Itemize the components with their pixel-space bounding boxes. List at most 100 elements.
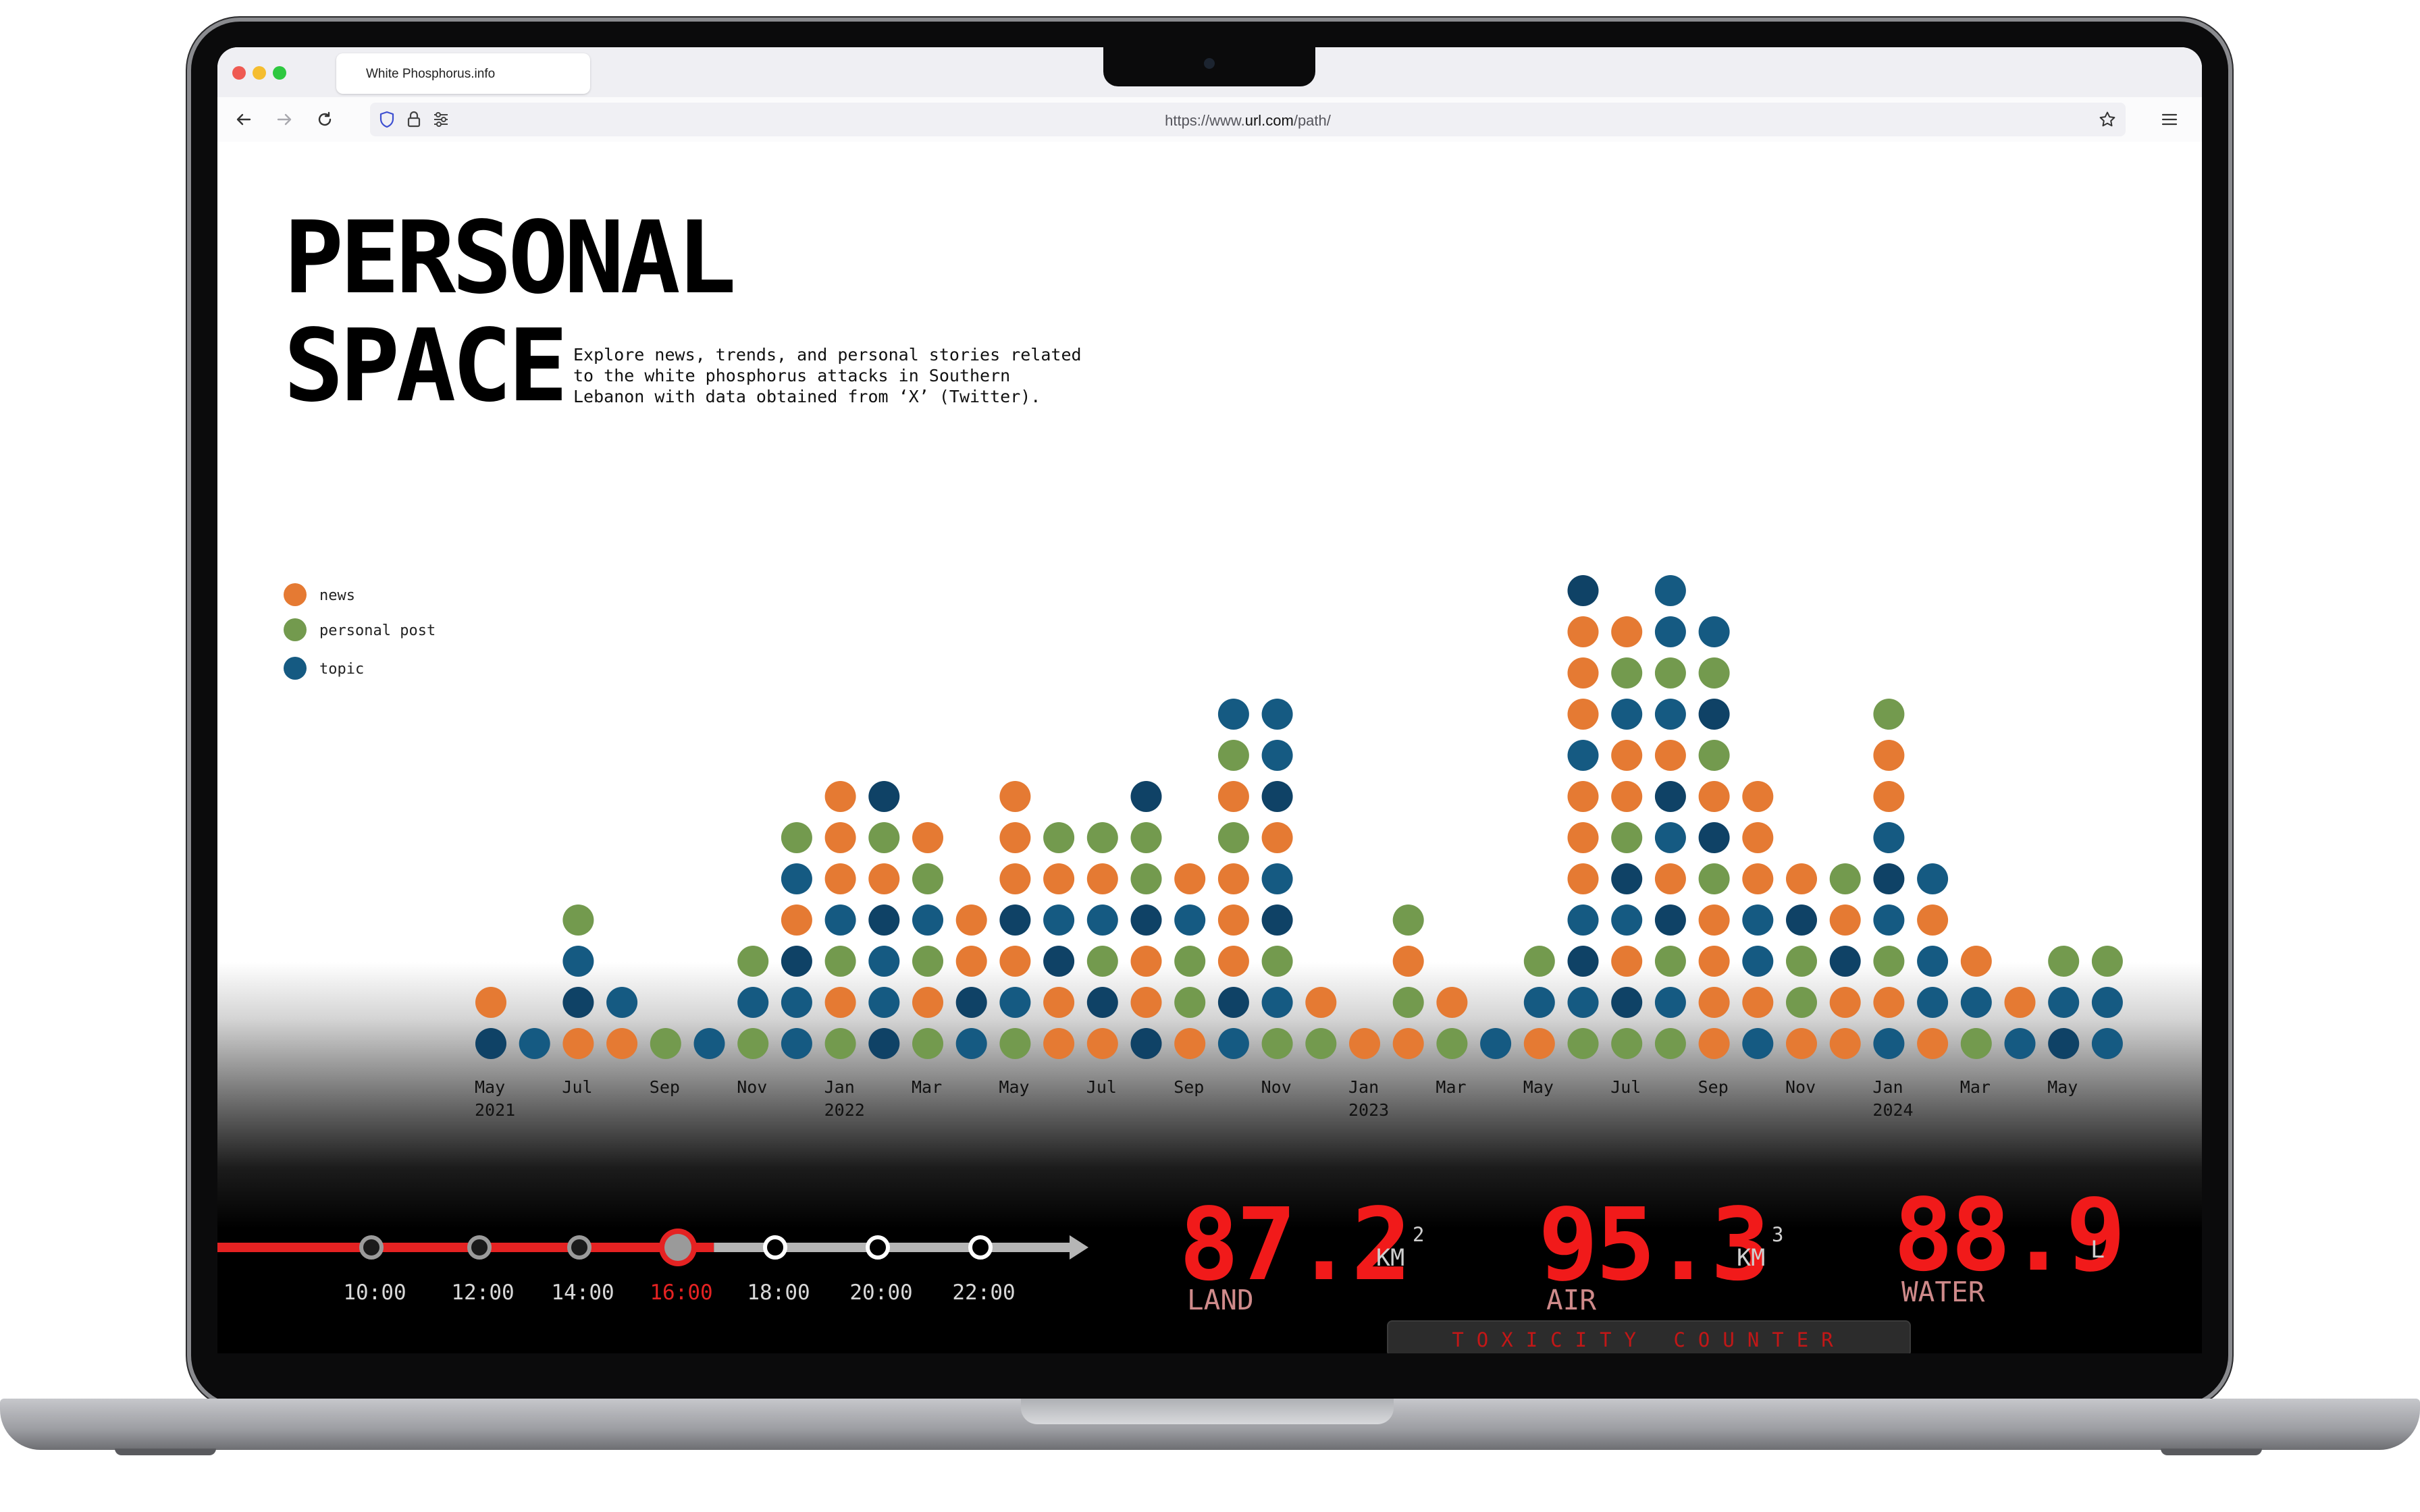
dot-topic[interactable] (1611, 699, 1643, 730)
dot-topic[interactable] (1654, 822, 1686, 853)
dot-topic[interactable] (1043, 946, 1075, 977)
dot-topic[interactable] (1130, 905, 1162, 936)
dot-news[interactable] (1829, 1028, 1861, 1059)
dot-news[interactable] (1742, 987, 1774, 1018)
dot-news[interactable] (1130, 946, 1162, 977)
browser-tab[interactable]: White Phosphorus.info (336, 53, 590, 94)
minimize-window-button[interactable] (253, 66, 266, 80)
dot-topic[interactable] (1654, 905, 1686, 936)
dot-news[interactable] (955, 946, 987, 977)
dot-personal-post[interactable] (1174, 987, 1206, 1018)
dot-news[interactable] (606, 1028, 638, 1059)
dot-news[interactable] (1654, 740, 1686, 771)
dot-news[interactable] (1567, 657, 1599, 688)
dot-news[interactable] (1436, 987, 1468, 1018)
dot-personal-post[interactable] (1960, 1028, 1992, 1059)
bookmark-star-icon[interactable] (2099, 111, 2116, 128)
dot-news[interactable] (1261, 822, 1293, 853)
dot-topic[interactable] (781, 863, 812, 894)
dot-news[interactable] (1611, 946, 1643, 977)
dot-topic[interactable] (868, 1028, 900, 1059)
dot-topic[interactable] (781, 987, 812, 1018)
dot-personal-post[interactable] (1611, 822, 1643, 853)
dot-topic[interactable] (1654, 987, 1686, 1018)
dot-topic[interactable] (606, 987, 638, 1018)
dot-news[interactable] (1567, 616, 1599, 647)
dot-news[interactable] (868, 863, 900, 894)
dot-topic[interactable] (781, 946, 812, 977)
dot-topic[interactable] (1217, 1028, 1249, 1059)
dot-news[interactable] (1349, 1028, 1380, 1059)
dot-news[interactable] (1829, 987, 1861, 1018)
time-slider[interactable] (217, 1222, 1109, 1276)
dot-news[interactable] (1960, 946, 1992, 977)
dot-topic[interactable] (1261, 781, 1293, 812)
dot-news[interactable] (912, 822, 943, 853)
dot-topic[interactable] (1698, 616, 1730, 647)
dot-personal-post[interactable] (1654, 1028, 1686, 1059)
dot-news[interactable] (1611, 740, 1643, 771)
dot-personal-post[interactable] (2048, 946, 2080, 977)
dot-topic[interactable] (1130, 1028, 1162, 1059)
timeline-marker[interactable] (567, 1235, 591, 1260)
dot-topic[interactable] (2048, 1028, 2080, 1059)
dot-topic[interactable] (999, 905, 1031, 936)
dot-news[interactable] (1043, 863, 1075, 894)
dot-news[interactable] (1917, 905, 1949, 936)
dot-news[interactable] (1567, 699, 1599, 730)
dot-news[interactable] (1829, 905, 1861, 936)
timeline-marker[interactable] (467, 1235, 492, 1260)
dot-personal-post[interactable] (1261, 1028, 1293, 1059)
dot-topic[interactable] (562, 987, 594, 1018)
dot-news[interactable] (475, 987, 506, 1018)
dot-topic[interactable] (824, 905, 856, 936)
dot-news[interactable] (1043, 1028, 1075, 1059)
dot-personal-post[interactable] (1043, 822, 1075, 853)
time-label[interactable]: 22:00 (952, 1280, 1016, 1305)
dot-topic[interactable] (1086, 987, 1118, 1018)
dot-topic[interactable] (1654, 781, 1686, 812)
dot-topic[interactable] (1742, 1028, 1774, 1059)
dot-topic[interactable] (1086, 905, 1118, 936)
dot-topic[interactable] (1873, 863, 1905, 894)
time-label[interactable]: 20:00 (849, 1280, 913, 1305)
dot-topic[interactable] (1217, 699, 1249, 730)
dot-news[interactable] (781, 905, 812, 936)
dot-topic[interactable] (1742, 905, 1774, 936)
dot-personal-post[interactable] (999, 1028, 1031, 1059)
dot-topic[interactable] (1786, 905, 1817, 936)
dot-topic[interactable] (1043, 905, 1075, 936)
dot-topic[interactable] (868, 905, 900, 936)
dot-news[interactable] (1217, 905, 1249, 936)
dot-personal-post[interactable] (912, 946, 943, 977)
time-label[interactable]: 10:00 (343, 1280, 406, 1305)
dot-news[interactable] (1742, 781, 1774, 812)
dot-topic[interactable] (1654, 616, 1686, 647)
dot-topic[interactable] (2091, 987, 2123, 1018)
dot-news[interactable] (955, 905, 987, 936)
dot-news[interactable] (1742, 863, 1774, 894)
dot-personal-post[interactable] (2091, 946, 2123, 977)
shield-icon[interactable] (378, 111, 396, 128)
dot-personal-post[interactable] (912, 1028, 943, 1059)
reload-icon[interactable] (316, 111, 334, 128)
dot-topic[interactable] (868, 781, 900, 812)
dot-personal-post[interactable] (1611, 1028, 1643, 1059)
dot-topic[interactable] (1654, 575, 1686, 606)
dot-news[interactable] (1873, 740, 1905, 771)
dot-topic[interactable] (475, 1028, 506, 1059)
dot-personal-post[interactable] (1217, 740, 1249, 771)
dot-topic[interactable] (1567, 946, 1599, 977)
dot-news[interactable] (1611, 781, 1643, 812)
dot-personal-post[interactable] (650, 1028, 681, 1059)
dot-news[interactable] (1217, 781, 1249, 812)
dot-news[interactable] (1742, 822, 1774, 853)
menu-icon[interactable] (2161, 111, 2178, 128)
dot-personal-post[interactable] (1786, 987, 1817, 1018)
maximize-window-button[interactable] (273, 66, 286, 80)
dot-news[interactable] (1567, 781, 1599, 812)
dot-news[interactable] (1523, 1028, 1555, 1059)
dot-personal-post[interactable] (1130, 863, 1162, 894)
dot-topic[interactable] (2091, 1028, 2123, 1059)
address-bar[interactable]: https://www.url.com/path/ (370, 103, 2126, 136)
